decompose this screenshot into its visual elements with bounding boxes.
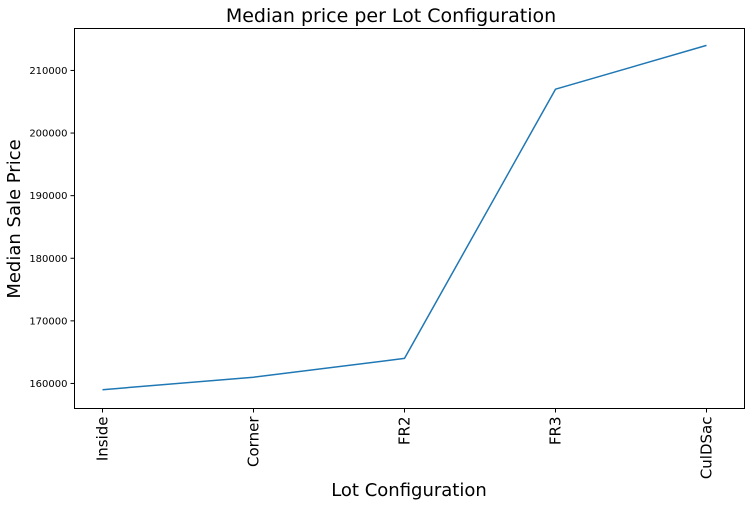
y-tick-label: 180000 [29, 254, 67, 265]
y-axis-label: Median Sale Price [4, 139, 25, 298]
chart-title: Median price per Lot Configuration [226, 5, 556, 27]
plot-frame [74, 28, 745, 409]
x-axis: Inside Corner FR2 FR3 CulDSac [94, 408, 716, 480]
plot-area: 160000 170000 180000 190000 200000 210000 Ins… [29, 28, 745, 480]
x-tick-label: Inside [94, 417, 112, 462]
x-tick-label: FR3 [547, 417, 565, 446]
x-tick-label: Corner [245, 416, 263, 467]
x-tick-label: FR2 [396, 417, 414, 446]
y-tick-label: 190000 [29, 191, 67, 202]
y-tick-label: 210000 [29, 66, 67, 77]
y-tick-label: 200000 [29, 129, 67, 140]
x-tick-label: CulDSac [698, 417, 716, 480]
series-line [102, 44, 707, 391]
y-axis: 160000 170000 180000 190000 200000 210000 [29, 66, 75, 390]
y-tick-label: 160000 [29, 379, 67, 390]
x-axis-label: Lot Configuration [331, 480, 487, 501]
y-tick-label: 170000 [29, 316, 67, 327]
